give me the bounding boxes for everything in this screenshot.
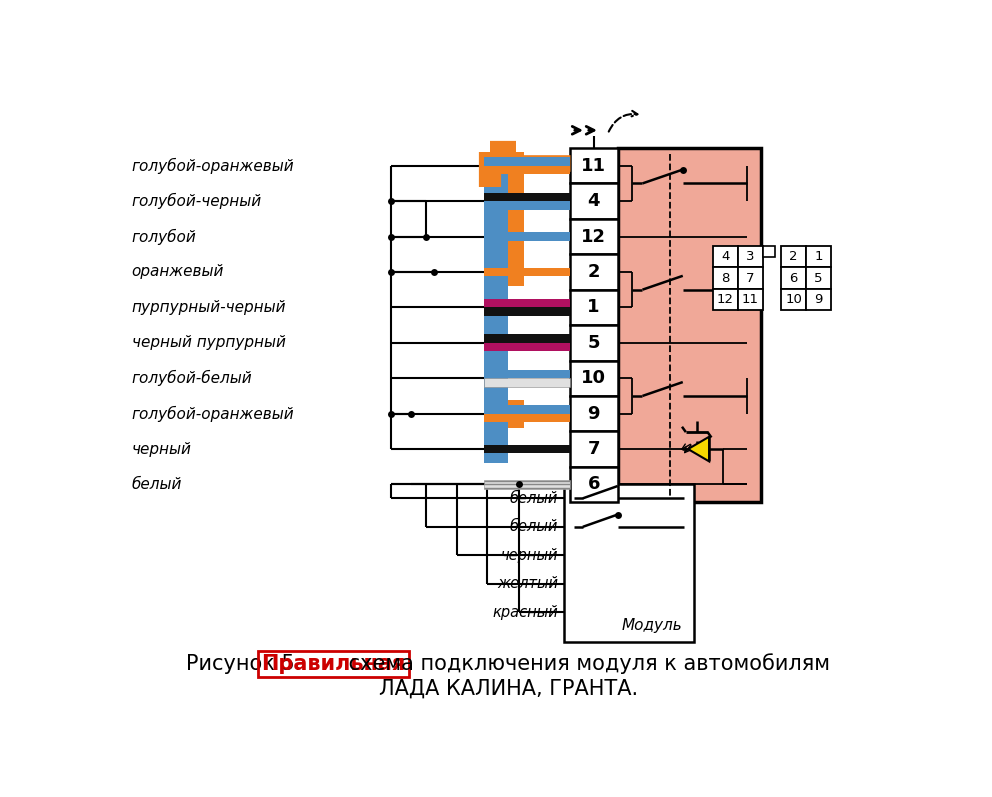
Bar — [569, 360, 618, 396]
Text: белый: белый — [510, 491, 558, 506]
Bar — [484, 157, 569, 166]
Text: Рисунок 5.: Рисунок 5. — [186, 654, 308, 674]
Text: 5: 5 — [587, 334, 600, 351]
Bar — [484, 193, 569, 201]
Bar — [569, 183, 618, 219]
Text: схема подключения модуля к автомобилям: схема подключения модуля к автомобилям — [342, 654, 830, 674]
Text: желтый: желтый — [497, 576, 558, 591]
Bar — [564, 485, 693, 642]
Bar — [484, 414, 569, 422]
Text: 12: 12 — [581, 228, 606, 245]
Text: 2: 2 — [587, 263, 600, 281]
Bar — [484, 379, 569, 387]
Bar — [713, 245, 738, 267]
Bar — [484, 334, 569, 343]
Text: белый: белый — [510, 520, 558, 534]
Text: 6: 6 — [790, 272, 798, 285]
Bar — [569, 396, 618, 431]
Bar — [782, 245, 806, 267]
Bar — [618, 148, 761, 502]
Text: 12: 12 — [717, 293, 734, 306]
Bar — [484, 405, 569, 414]
Bar — [484, 232, 569, 241]
Bar — [484, 268, 569, 277]
Bar — [738, 245, 763, 267]
Bar — [806, 289, 830, 311]
Text: 6: 6 — [587, 476, 600, 493]
Text: Правильная: Правильная — [261, 654, 406, 674]
Text: 5: 5 — [814, 272, 822, 285]
Bar — [569, 467, 618, 502]
Bar — [569, 219, 618, 254]
Bar — [569, 325, 618, 360]
Bar — [509, 400, 524, 427]
Text: 11: 11 — [742, 293, 759, 306]
Bar — [484, 299, 569, 308]
Text: красный: красный — [492, 605, 558, 620]
Text: 4: 4 — [587, 192, 600, 210]
Bar — [782, 267, 806, 289]
Bar — [806, 267, 830, 289]
Bar — [763, 245, 775, 257]
Bar — [484, 343, 569, 351]
Bar — [738, 289, 763, 311]
Text: черный: черный — [132, 442, 191, 457]
Text: голубой: голубой — [132, 229, 196, 245]
Bar — [713, 267, 738, 289]
Bar — [484, 445, 569, 453]
Bar — [782, 289, 806, 311]
Text: Модуль: Модуль — [622, 618, 682, 633]
Bar — [484, 152, 508, 463]
Text: пурпурный-черный: пурпурный-черный — [132, 300, 287, 315]
Text: 1: 1 — [587, 298, 600, 316]
Text: 7: 7 — [746, 272, 755, 285]
Bar — [569, 289, 618, 325]
Text: голубой-оранжевый: голубой-оранжевый — [132, 158, 295, 174]
Text: 3: 3 — [746, 250, 755, 263]
Text: белый: белый — [132, 477, 183, 492]
Text: 1: 1 — [814, 250, 822, 263]
Bar — [569, 431, 618, 467]
Text: черный пурпурный: черный пурпурный — [132, 336, 286, 351]
Text: 10: 10 — [581, 369, 606, 387]
Text: оранжевый: оранжевый — [132, 265, 224, 280]
Bar — [484, 166, 569, 175]
Text: 2: 2 — [790, 250, 798, 263]
Bar — [569, 148, 618, 183]
Text: 11: 11 — [581, 157, 606, 175]
Text: голубой-оранжевый: голубой-оранжевый — [132, 406, 295, 422]
Text: 9: 9 — [587, 405, 600, 422]
Bar — [484, 201, 569, 210]
Bar — [738, 267, 763, 289]
Text: 10: 10 — [785, 293, 803, 306]
Bar — [484, 370, 569, 379]
Polygon shape — [688, 437, 709, 461]
Bar — [484, 308, 569, 316]
Text: 7: 7 — [587, 440, 600, 458]
Text: голубой-черный: голубой-черный — [132, 193, 262, 209]
Bar — [484, 481, 569, 489]
Text: ЛАДА КАЛИНА, ГРАНТА.: ЛАДА КАЛИНА, ГРАНТА. — [379, 678, 638, 698]
Text: голубой-белый: голубой-белый — [132, 370, 252, 387]
Text: 4: 4 — [721, 250, 729, 263]
Text: 9: 9 — [814, 293, 822, 306]
Text: 8: 8 — [721, 272, 729, 285]
Bar — [806, 245, 830, 267]
Bar — [713, 289, 738, 311]
Bar — [569, 254, 618, 289]
Bar — [509, 152, 524, 286]
Text: черный: черный — [501, 548, 558, 563]
